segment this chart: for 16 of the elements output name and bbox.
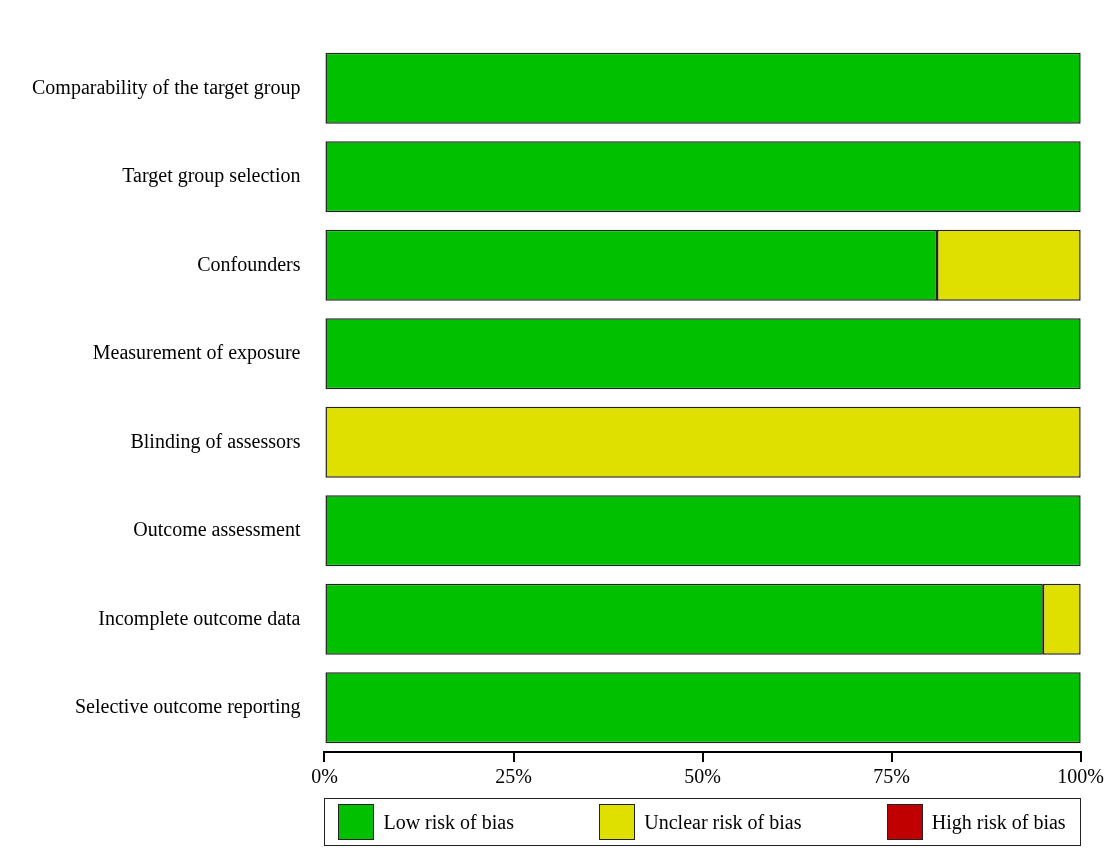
y-tick-label: Measurement of exposure	[92, 341, 301, 364]
y-tick-label: Blinding of assessors	[130, 429, 301, 453]
y-tick-label: Selective outcome reporting	[74, 695, 301, 718]
x-tick-label: 75%	[873, 765, 910, 788]
x-tick-label: 0%	[311, 765, 338, 788]
legend-label: High risk of bias	[931, 810, 1066, 834]
x-tick-label: 50%	[684, 765, 721, 788]
legend-label: Unclear risk of bias	[644, 810, 802, 834]
x-tick-label: 25%	[495, 765, 532, 788]
y-tick-label: Comparability of the target group	[31, 75, 301, 99]
y-tick-label: Outcome assessment	[133, 518, 301, 540]
y-tick-label: Confounders	[197, 252, 301, 275]
x-tick-label: 100%	[1057, 765, 1105, 788]
y-tick-label: Target group selection	[122, 164, 301, 187]
legend-label: Low risk of bias	[383, 810, 514, 834]
y-tick-label: Incomplete outcome data	[98, 606, 301, 630]
